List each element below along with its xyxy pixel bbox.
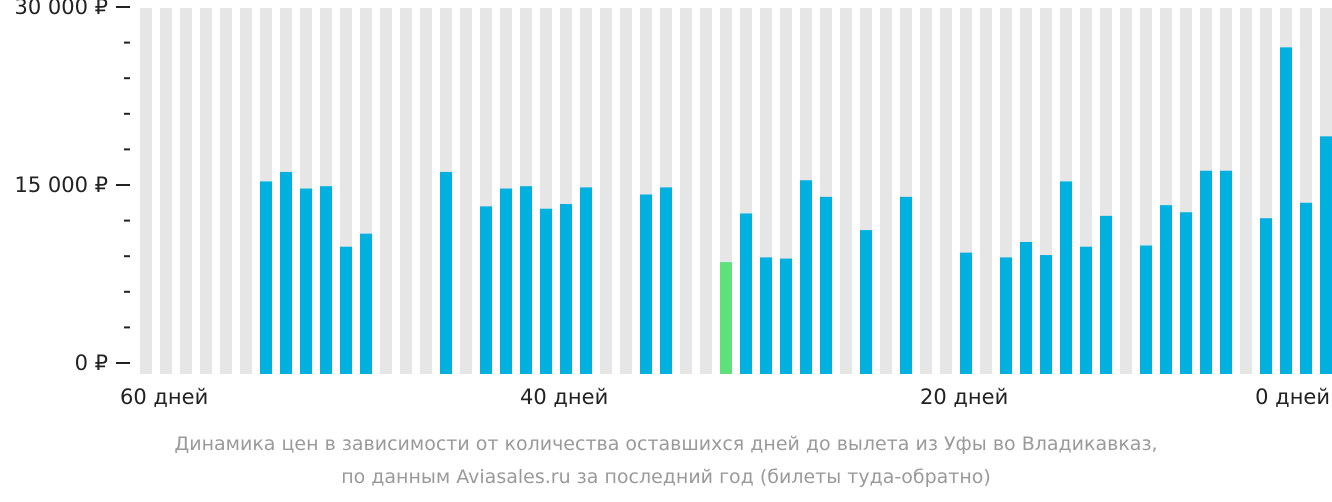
y-axis: 0 ₽ 15 000 ₽ 30 000 ₽ (14, 0, 130, 375)
price-bar[interactable] (660, 187, 672, 374)
bg-bar (1120, 8, 1132, 374)
bg-bar (880, 8, 892, 374)
background-bars (140, 8, 1332, 374)
price-bar[interactable] (280, 171, 292, 374)
price-bar[interactable] (820, 196, 832, 374)
price-bar[interactable] (480, 206, 492, 374)
y-tick-label: 0 ₽ (75, 351, 108, 375)
x-tick-label: 60 дней (120, 385, 208, 409)
price-bar[interactable] (760, 257, 772, 374)
bg-bar (140, 8, 152, 374)
price-bar[interactable] (320, 186, 332, 374)
price-bar[interactable] (500, 188, 512, 374)
caption-line-1: Динамика цен в зависимости от количества… (174, 433, 1158, 455)
price-bar[interactable] (300, 188, 312, 374)
bg-bar (380, 8, 392, 374)
y-tick-label: 15 000 ₽ (14, 173, 108, 197)
price-bar[interactable] (1140, 245, 1152, 374)
bg-bar (220, 8, 232, 374)
bg-bar (620, 8, 632, 374)
price-bar[interactable] (1200, 170, 1212, 374)
price-bar[interactable] (1320, 136, 1332, 374)
price-bar[interactable] (860, 230, 872, 374)
price-bar[interactable] (1300, 202, 1312, 374)
bg-bar (940, 8, 952, 374)
bg-bar (840, 8, 852, 374)
bg-bar (200, 8, 212, 374)
price-bar[interactable] (1180, 212, 1192, 374)
price-bar[interactable] (1220, 170, 1232, 374)
bg-bar (180, 8, 192, 374)
price-bars (260, 47, 1332, 374)
price-bar[interactable] (440, 171, 452, 374)
price-bar[interactable] (1100, 215, 1112, 374)
price-bar[interactable] (360, 233, 372, 374)
price-bar[interactable] (740, 213, 752, 374)
price-bar[interactable] (780, 258, 792, 374)
price-bar[interactable] (1080, 246, 1092, 374)
bg-bar (980, 8, 992, 374)
price-bar[interactable] (1060, 181, 1072, 374)
price-bar[interactable] (800, 180, 812, 374)
chart-caption: Динамика цен в зависимости от количества… (0, 428, 1332, 494)
bg-bar (460, 8, 472, 374)
x-tick-label: 20 дней (920, 385, 1008, 409)
price-bar[interactable] (1040, 255, 1052, 374)
price-bar[interactable] (520, 186, 532, 374)
bg-bar (1240, 8, 1252, 374)
bg-bar (240, 8, 252, 374)
price-bar[interactable] (580, 187, 592, 374)
y-tick-label: 30 000 ₽ (14, 0, 108, 19)
price-bar[interactable] (1020, 241, 1032, 374)
price-bar[interactable] (540, 208, 552, 374)
bg-bar (160, 8, 172, 374)
min-price-bar[interactable] (720, 262, 732, 374)
bg-bar (700, 8, 712, 374)
price-bar[interactable] (340, 246, 352, 374)
price-bar[interactable] (260, 181, 272, 374)
bg-bar (600, 8, 612, 374)
bg-bar (680, 8, 692, 374)
caption-line-2: по данным Aviasales.ru за последний год … (341, 466, 991, 488)
x-tick-label: 40 дней (520, 385, 608, 409)
price-bar[interactable] (1260, 218, 1272, 374)
price-bar[interactable] (1280, 47, 1292, 374)
bg-bar (400, 8, 412, 374)
x-axis: 60 дней 40 дней 20 дней 0 дней (120, 385, 1330, 409)
price-bar[interactable] (900, 196, 912, 374)
price-bar[interactable] (560, 203, 572, 374)
price-bar[interactable] (960, 252, 972, 374)
price-bar[interactable] (1160, 205, 1172, 374)
price-bar[interactable] (1000, 257, 1012, 374)
x-tick-label: 0 дней (1255, 385, 1330, 409)
bg-bar (920, 8, 932, 374)
bg-bar (420, 8, 432, 374)
price-bar[interactable] (640, 194, 652, 374)
